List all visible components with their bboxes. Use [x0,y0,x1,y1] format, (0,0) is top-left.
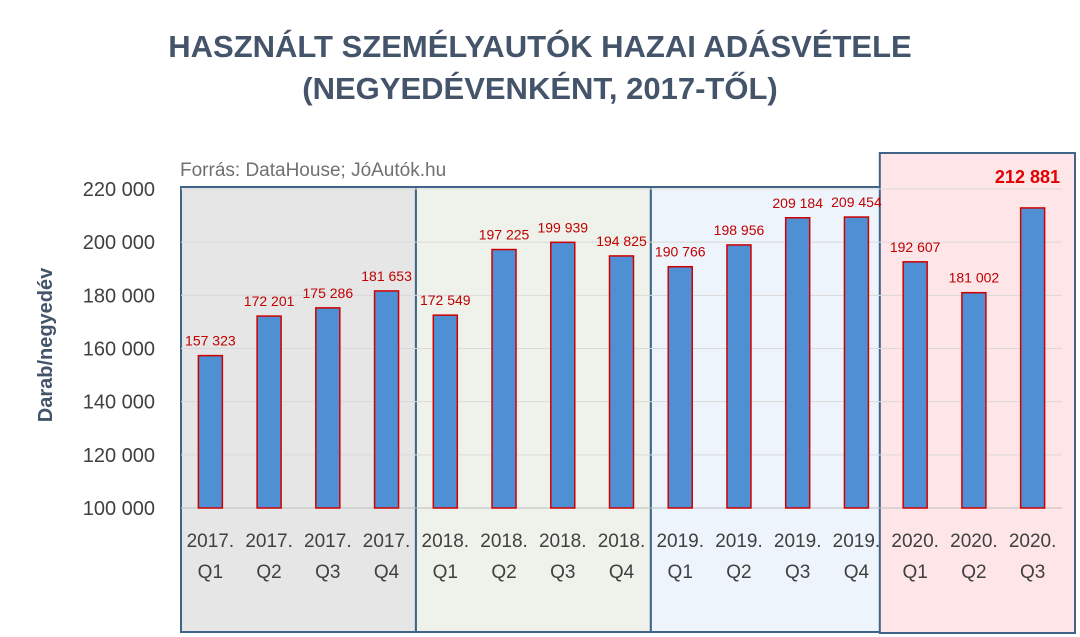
bar [315,307,341,509]
bar [784,217,811,509]
y-tick-label: 140 000 [83,392,155,414]
bar [432,314,459,509]
y-axis: 100 000 120 000 140 000 160 000 180 000 200 0… [83,179,155,520]
bar [667,265,693,509]
x-tick-label-quarter: Q3 [785,562,810,583]
x-tick-label-year: 2019. [774,531,822,552]
x-tick-label-year: 2017. [187,531,235,552]
bar [256,315,282,509]
x-tick-label-quarter: Q3 [315,562,340,583]
bar [608,255,635,509]
data-label: 199 939 [537,219,588,235]
bar [726,244,752,509]
y-tick-label: 160 000 [83,339,155,361]
data-label: 198 956 [714,222,765,238]
x-axis: 2017. Q1 2017. Q2 2017. Q3 2017. Q4 2018. Q1 2018.… [187,531,1057,583]
title-line-2: (NEGYEDÉVENKÉNT, 2017-TŐL) [302,71,778,106]
data-label: 190 766 [655,244,706,260]
chart-title: HASZNÁLT SZEMÉLYAUTÓK HAZAI ADÁSVÉTELE (… [0,26,1080,110]
x-tick-label-year: 2017. [363,531,411,552]
x-tick-label-quarter: Q2 [961,562,986,583]
x-tick-label-year: 2019. [656,531,704,552]
bar [1019,207,1046,509]
x-tick-label-year: 2017. [245,531,293,552]
x-tick-label-year: 2020. [950,531,998,552]
data-labels: 157 323 172 201 175 286 181 653 172 549 197 2… [185,167,1060,349]
x-tick-label-quarter: Q1 [668,562,693,583]
data-label: 197 225 [479,227,530,243]
y-tick-label: 120 000 [83,445,155,467]
data-label: 192 607 [890,239,941,255]
x-tick-label-year: 2017. [304,531,352,552]
data-label: 175 286 [303,285,354,301]
x-tick-label-quarter: Q3 [550,562,575,583]
bar [491,248,517,509]
bar [197,354,224,509]
x-tick-label-quarter: Q4 [844,562,870,583]
data-label: 181 653 [361,268,412,284]
y-tick-label: 100 000 [83,498,155,520]
x-tick-label-year: 2019. [715,531,763,552]
x-tick-label-year: 2018. [422,531,470,552]
data-label: 212 881 [995,167,1060,187]
x-tick-label-quarter: Q1 [433,562,458,583]
x-tick-label-year: 2018. [480,531,528,552]
x-tick-label-year: 2019. [833,531,881,552]
bar [902,261,928,509]
bar [550,241,576,509]
y-tick-label: 220 000 [83,179,155,201]
bar [961,291,987,509]
x-tick-label-year: 2018. [598,531,646,552]
bar [843,216,870,509]
data-label: 194 825 [596,233,647,249]
x-tick-label-quarter: Q4 [374,562,400,583]
y-tick-label: 180 000 [83,285,155,307]
data-label: 181 002 [949,270,1000,286]
bar [373,290,400,509]
y-axis-label: Darab/negyedév [35,267,57,422]
x-tick-label-quarter: Q4 [609,562,635,583]
x-tick-label-year: 2020. [891,531,939,552]
x-tick-label-quarter: Q1 [198,562,223,583]
bars [197,207,1046,509]
x-tick-label-quarter: Q2 [256,562,281,583]
x-tick-label-year: 2020. [1009,531,1057,552]
data-label: 172 549 [420,292,471,308]
data-label: 172 201 [244,293,295,309]
x-tick-label-quarter: Q1 [902,562,927,583]
x-tick-label-quarter: Q3 [1020,562,1045,583]
source-note: Forrás: DataHouse; JóAutók.hu [180,160,447,181]
x-tick-label-quarter: Q2 [491,562,516,583]
title-line-1: HASZNÁLT SZEMÉLYAUTÓK HAZAI ADÁSVÉTELE [168,29,912,64]
x-tick-label-year: 2018. [539,531,587,552]
data-label: 209 454 [831,194,882,210]
data-label: 157 323 [185,333,236,349]
data-label: 209 184 [772,195,823,211]
x-tick-label-quarter: Q2 [726,562,751,583]
y-tick-label: 200 000 [83,232,155,254]
